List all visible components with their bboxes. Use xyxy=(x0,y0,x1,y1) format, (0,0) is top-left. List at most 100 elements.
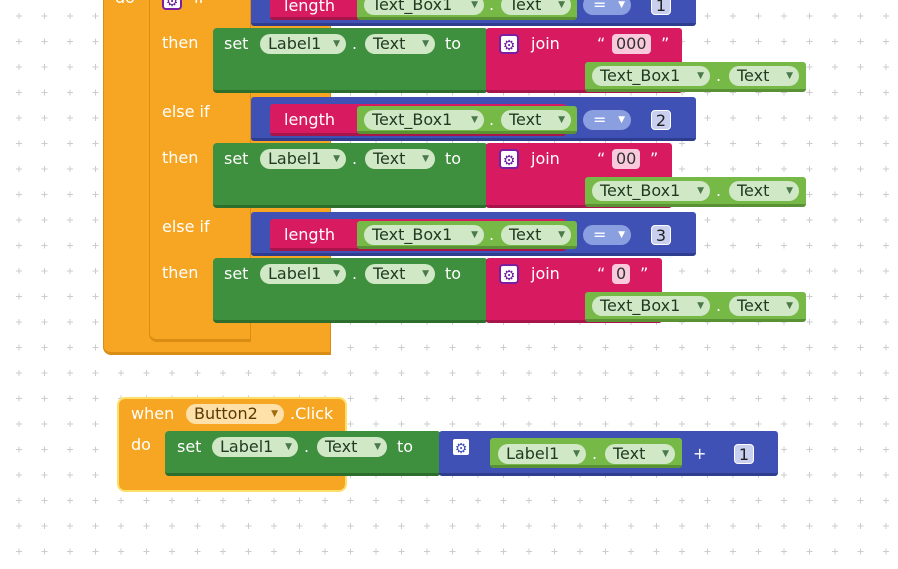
else-if-label-2: else if xyxy=(162,217,210,236)
join-component-dropdown-1[interactable]: Text_Box1 ▼ xyxy=(592,181,710,201)
operator-dropdown-1[interactable]: = ▼ xyxy=(583,110,631,130)
length-label-2: length xyxy=(284,225,335,244)
set-dot-0: . xyxy=(352,34,358,53)
dot-1: . xyxy=(489,110,495,129)
join-component-dropdown-2[interactable]: Text_Box1 ▼ xyxy=(592,296,710,316)
chevron-down-icon: ▼ xyxy=(374,442,381,452)
join-property-dropdown-2[interactable]: Text ▼ xyxy=(729,296,799,316)
event-to-label: to xyxy=(397,437,414,456)
set-label-0: set xyxy=(224,34,249,53)
chevron-down-icon: ▼ xyxy=(333,269,340,279)
chevron-down-icon: ▼ xyxy=(618,230,625,240)
event-set-dot: . xyxy=(304,437,310,456)
close-quote-0: ” xyxy=(661,34,670,53)
chevron-down-icon: ▼ xyxy=(618,0,625,10)
event-get-dot: . xyxy=(592,444,598,463)
number-value-2[interactable]: 3 xyxy=(651,225,671,245)
set-property-dropdown-1[interactable]: Text ▼ xyxy=(365,149,435,169)
set-dot-2: . xyxy=(352,264,358,283)
chevron-down-icon: ▼ xyxy=(285,442,292,452)
chevron-down-icon: ▼ xyxy=(558,0,565,10)
number-value-0[interactable]: 1 xyxy=(651,0,671,15)
join-dot-2: . xyxy=(716,296,722,315)
event-set-block[interactable] xyxy=(165,431,441,476)
close-quote-2: ” xyxy=(640,264,649,283)
set-block-1[interactable] xyxy=(213,143,488,208)
length-label-0: length xyxy=(284,0,335,15)
chevron-down-icon: ▼ xyxy=(271,409,278,419)
open-quote-0: “ xyxy=(597,34,606,53)
chevron-down-icon: ▼ xyxy=(558,115,565,125)
set-component-dropdown-0[interactable]: Label1 ▼ xyxy=(260,34,346,54)
set-block-0[interactable] xyxy=(213,28,488,93)
join-mutator-gear-icon[interactable]: ⚙ xyxy=(499,149,519,169)
chevron-down-icon: ▼ xyxy=(333,154,340,164)
chevron-down-icon: ▼ xyxy=(558,230,565,240)
component-dropdown-1[interactable]: Text_Box1 ▼ xyxy=(364,110,484,130)
chevron-down-icon: ▼ xyxy=(662,449,669,459)
join-label-1: join xyxy=(531,149,560,168)
event-set-component-dropdown[interactable]: Label1 ▼ xyxy=(212,437,298,457)
click-label: .Click xyxy=(290,404,334,423)
set-block-2[interactable] xyxy=(213,258,488,323)
event-get-component-dropdown[interactable]: Label1 ▼ xyxy=(498,444,586,464)
join-dot-0: . xyxy=(716,66,722,85)
to-label-1: to xyxy=(445,149,462,168)
chevron-down-icon: ▼ xyxy=(422,39,429,49)
open-quote-1: “ xyxy=(597,149,606,168)
text-string-2[interactable]: 0 xyxy=(612,264,631,284)
set-component-dropdown-1[interactable]: Label1 ▼ xyxy=(260,149,346,169)
component-dropdown-2[interactable]: Text_Box1 ▼ xyxy=(364,225,484,245)
event-set-label: set xyxy=(177,437,202,456)
join-label-0: join xyxy=(531,34,560,53)
chevron-down-icon: ▼ xyxy=(786,186,793,196)
set-component-dropdown-2[interactable]: Label1 ▼ xyxy=(260,264,346,284)
if-mutator-gear-icon[interactable]: ⚙ xyxy=(162,0,182,10)
then-label-0: then xyxy=(162,33,199,52)
join-property-dropdown-0[interactable]: Text ▼ xyxy=(729,66,799,86)
join-component-dropdown-0[interactable]: Text_Box1 ▼ xyxy=(592,66,710,86)
if-block-workspace: do ⚙ if length Text_Box1▼ . Text▼ =▼ 1 t… xyxy=(103,0,806,355)
when-label: when xyxy=(131,404,175,423)
text-string-0[interactable]: 000 xyxy=(612,34,651,54)
component-dropdown-0[interactable]: Text_Box1 ▼ xyxy=(364,0,484,15)
else-if-label-1: else if xyxy=(162,102,210,121)
set-label-2: set xyxy=(224,264,249,283)
chevron-down-icon: ▼ xyxy=(697,186,704,196)
chevron-down-icon: ▼ xyxy=(333,39,340,49)
chevron-down-icon: ▼ xyxy=(471,0,478,10)
length-label-1: length xyxy=(284,110,335,129)
property-dropdown-0[interactable]: Text ▼ xyxy=(501,0,571,15)
event-set-property-dropdown[interactable]: Text ▼ xyxy=(317,437,387,457)
chevron-down-icon: ▼ xyxy=(573,449,580,459)
property-dropdown-1[interactable]: Text ▼ xyxy=(501,110,571,130)
chevron-down-icon: ▼ xyxy=(422,269,429,279)
join-dot-1: . xyxy=(716,181,722,200)
chevron-down-icon: ▼ xyxy=(697,71,704,81)
close-quote-1: ” xyxy=(650,149,659,168)
addition-mutator-gear-icon[interactable]: ⚙ xyxy=(451,437,471,457)
set-dot-1: . xyxy=(352,149,358,168)
join-mutator-gear-icon[interactable]: ⚙ xyxy=(499,34,519,54)
event-get-property-dropdown[interactable]: Text ▼ xyxy=(605,444,675,464)
number-value-1[interactable]: 2 xyxy=(651,110,671,130)
add-number-value[interactable]: 1 xyxy=(734,444,754,464)
operator-dropdown-0[interactable]: = ▼ xyxy=(583,0,631,15)
open-quote-2: “ xyxy=(597,264,606,283)
chevron-down-icon: ▼ xyxy=(786,301,793,311)
operator-dropdown-2[interactable]: = ▼ xyxy=(583,225,631,245)
set-property-dropdown-2[interactable]: Text ▼ xyxy=(365,264,435,284)
do-label: do xyxy=(115,0,135,8)
join-label-2: join xyxy=(531,264,560,283)
to-label-2: to xyxy=(445,264,462,283)
event-component-dropdown[interactable]: Button2 ▼ xyxy=(186,404,284,424)
text-string-1[interactable]: 00 xyxy=(612,149,641,169)
to-label-0: to xyxy=(445,34,462,53)
then-label-2: then xyxy=(162,263,199,282)
join-property-dropdown-1[interactable]: Text ▼ xyxy=(729,181,799,201)
join-mutator-gear-icon[interactable]: ⚙ xyxy=(499,264,519,284)
set-property-dropdown-0[interactable]: Text ▼ xyxy=(365,34,435,54)
property-dropdown-2[interactable]: Text ▼ xyxy=(501,225,571,245)
event-do-label: do xyxy=(131,435,151,454)
set-label-1: set xyxy=(224,149,249,168)
